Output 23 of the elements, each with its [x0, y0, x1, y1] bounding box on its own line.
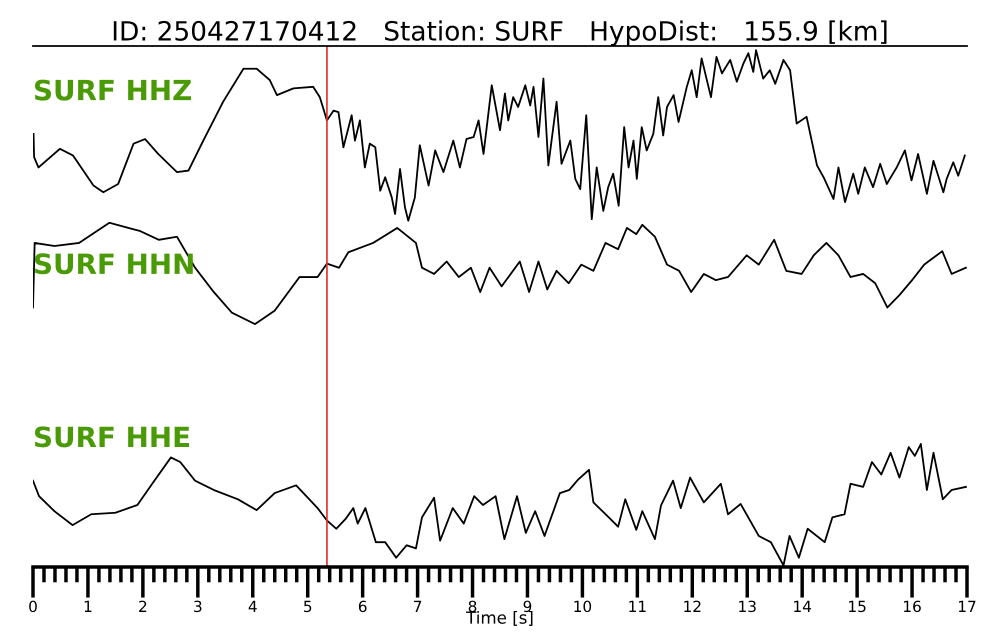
x-tick-label: 9: [524, 600, 532, 612]
x-tick-label: 3: [194, 600, 202, 612]
x-tick-label: 17: [958, 600, 976, 612]
x-tick-label: 0: [29, 600, 37, 612]
x-tick-label: 15: [849, 600, 866, 612]
x-tick-label: 13: [739, 600, 756, 612]
x-tick-label: 2: [139, 600, 146, 612]
x-tick-label: 6: [358, 600, 367, 612]
series-label: SURF HHN: [34, 253, 193, 274]
x-tick-label: 8: [468, 600, 476, 612]
x-tick-label: 16: [904, 600, 921, 612]
series-label: SURF HHZ: [34, 80, 191, 101]
x-tick-label: 5: [304, 600, 312, 612]
x-tick-label: 14: [794, 600, 812, 612]
x-tick-label: 4: [248, 600, 257, 612]
chart-title: ID: 250427170412 Station: SURF HypoDist: 155.9 [km]: [114, 20, 887, 46]
x-tick-label: 1: [84, 600, 92, 612]
x-tick-label: 10: [574, 600, 592, 612]
x-tick-label: 12: [684, 600, 700, 612]
x-tick-label: 7: [414, 600, 422, 612]
x-axis-title: Time [s]: [466, 610, 532, 626]
series-label: SURF HHE: [34, 426, 190, 448]
x-tick-label: 11: [629, 600, 646, 612]
